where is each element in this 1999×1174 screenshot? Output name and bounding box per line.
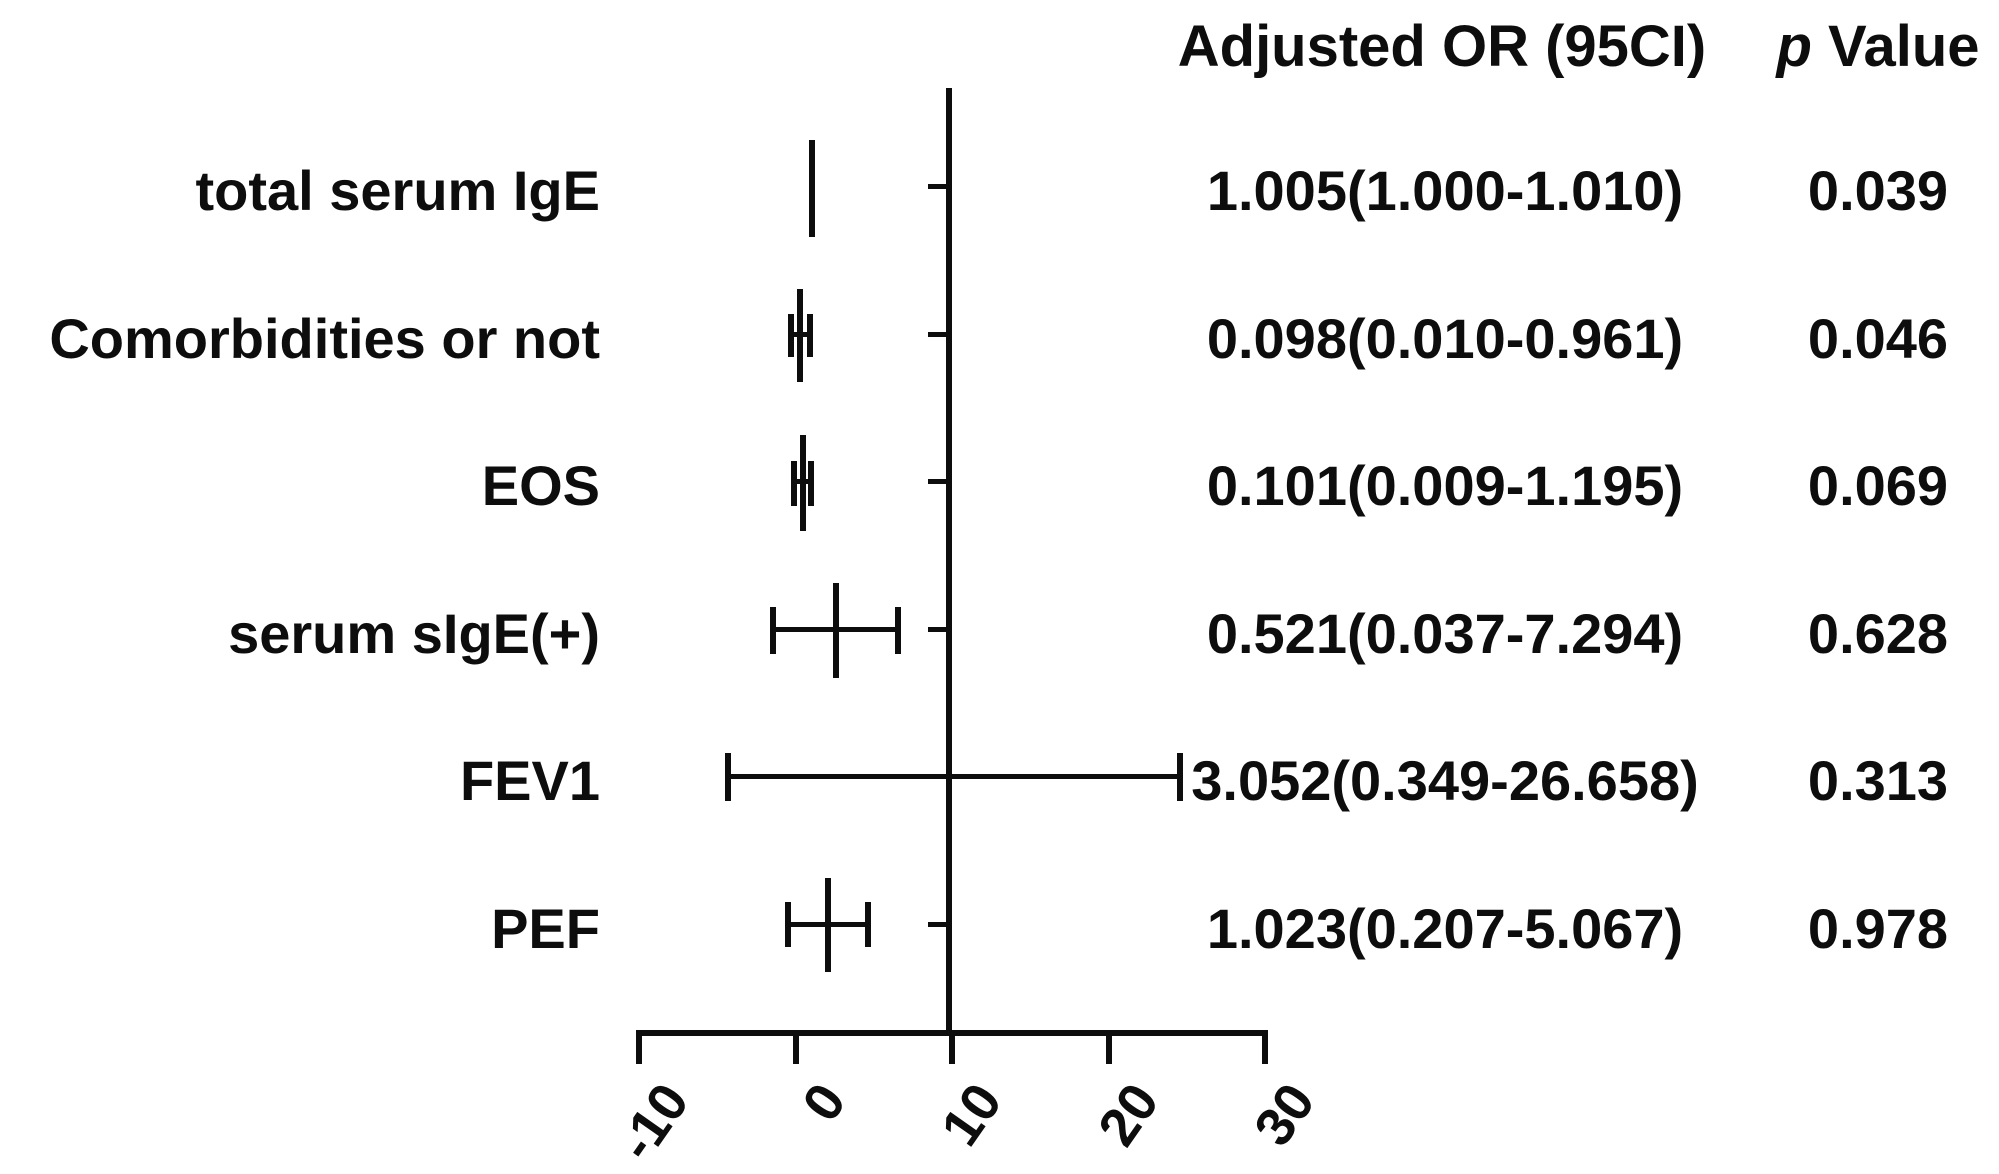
- or-value: 0.098(0.010-0.961): [1206, 307, 1684, 370]
- ci-cap-low: [791, 461, 797, 506]
- p-column-header-italic-p: p: [1776, 14, 1812, 79]
- x-axis-tick-label: -10: [606, 1072, 701, 1172]
- reference-line: [946, 88, 952, 1036]
- ci-cap-low: [785, 902, 791, 947]
- x-axis-tick-label: 0: [791, 1072, 858, 1132]
- x-axis-tick: [636, 1030, 642, 1064]
- row-axis-stub: [928, 627, 951, 632]
- x-axis-tick: [949, 1030, 955, 1064]
- row-label: Comorbidities or not: [49, 307, 600, 370]
- x-axis-tick-label: 30: [1242, 1072, 1327, 1157]
- x-axis-tick: [1262, 1030, 1268, 1064]
- or-value: 0.101(0.009-1.195): [1206, 454, 1684, 517]
- row-axis-stub: [928, 184, 951, 189]
- ci-cap-high: [1177, 753, 1183, 801]
- p-value: 0.069: [1807, 454, 1949, 517]
- point-estimate-tick: [825, 878, 831, 972]
- p-value: 0.978: [1807, 897, 1949, 960]
- x-axis-tick: [793, 1030, 799, 1064]
- row-label: total serum IgE: [195, 159, 600, 222]
- or-column-header: Adjusted OR (95CI): [1178, 12, 1707, 82]
- or-value: 3.052(0.349-26.658): [1191, 749, 1699, 812]
- ci-cap-high: [807, 314, 813, 357]
- x-axis-tick: [1106, 1030, 1112, 1064]
- p-value: 0.313: [1807, 749, 1949, 812]
- or-value: 1.023(0.207-5.067): [1206, 897, 1684, 960]
- row-axis-stub: [928, 922, 951, 927]
- row-axis-stub: [928, 332, 951, 337]
- ci-cap-low: [788, 314, 794, 357]
- x-axis-tick-label: 20: [1086, 1072, 1171, 1157]
- p-value: 0.039: [1807, 159, 1949, 222]
- row-label: serum sIgE(+): [228, 602, 600, 665]
- ci-cap-high: [865, 902, 871, 947]
- ci-cap-low: [770, 607, 776, 654]
- row-label: FEV1: [459, 749, 600, 812]
- point-estimate-tick: [809, 140, 815, 237]
- or-column-header-text: Adjusted OR (95CI): [1177, 14, 1707, 79]
- p-value: 0.046: [1807, 307, 1949, 370]
- p-column-header-text: Value: [1811, 14, 1980, 79]
- row-label: EOS: [481, 454, 600, 517]
- ci-cap-high: [895, 607, 901, 654]
- point-estimate-tick: [797, 289, 803, 382]
- or-value: 0.521(0.037-7.294): [1206, 602, 1684, 665]
- ci-cap-low: [725, 753, 731, 801]
- row-axis-stub: [928, 479, 951, 484]
- ci-cap-high: [808, 461, 814, 506]
- p-value: 0.628: [1807, 602, 1949, 665]
- point-estimate-tick: [833, 583, 839, 678]
- point-estimate-tick: [800, 435, 806, 531]
- row-label: PEF: [491, 897, 600, 960]
- or-value: 1.005(1.000-1.010): [1206, 159, 1684, 222]
- x-axis-tick-label: 10: [929, 1072, 1014, 1157]
- p-column-header: p Value: [1776, 12, 1979, 82]
- ci-line: [728, 774, 1180, 779]
